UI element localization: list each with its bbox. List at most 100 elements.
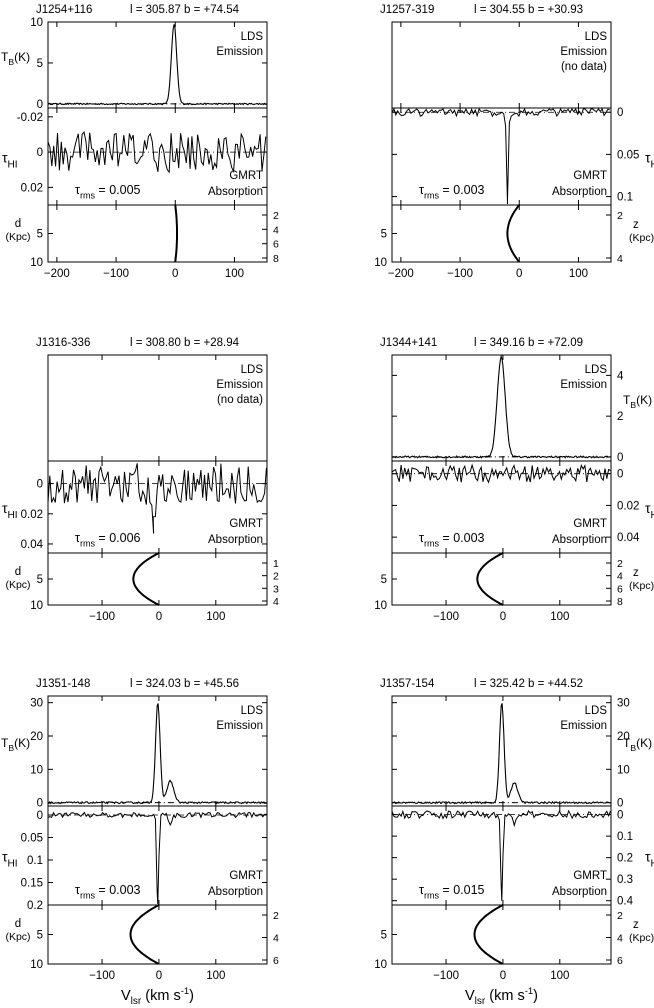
source-name: J1257-319 xyxy=(380,4,434,16)
absorption-label-2: Absorption xyxy=(552,186,607,198)
emission-label-2: Emission xyxy=(560,720,607,732)
z-tick-label: 8 xyxy=(273,253,279,265)
z-tick-label: 4 xyxy=(273,933,279,945)
y-tick-label: 5 xyxy=(37,574,43,586)
x-tick-label: 0 xyxy=(516,268,522,280)
y-tick-label: -0.02 xyxy=(17,112,43,124)
z-tick-label: 4 xyxy=(617,253,623,265)
z-axis-label: z xyxy=(633,219,639,231)
x-tick-label: −100 xyxy=(433,970,459,982)
y-tick-label: 4 xyxy=(617,370,624,382)
emission-label-1: LDS xyxy=(241,705,264,717)
emission-ylabel: TB(K) xyxy=(623,736,652,753)
x-tick-label: −100 xyxy=(103,268,129,280)
y-tick-label: 0 xyxy=(37,798,43,810)
galactic-coords: l = 349.16 b = +72.09 xyxy=(474,337,583,349)
absorption-spectrum xyxy=(391,107,610,205)
y-tick-label: 2 xyxy=(617,411,623,423)
emission-ylabel: TB(K) xyxy=(623,393,652,410)
source-name: J1357-154 xyxy=(380,678,435,690)
x-tick-label: −100 xyxy=(89,970,115,982)
y-tick-label: 5 xyxy=(37,58,43,70)
y-tick-label: 30 xyxy=(30,698,43,710)
z-tick-label: 6 xyxy=(617,583,623,595)
absorption-spectrum xyxy=(47,811,267,905)
z-axis-units: (Kpc) xyxy=(629,232,654,244)
absorption-label-1: GMRT xyxy=(229,518,263,530)
source-name: J1351-148 xyxy=(36,678,90,690)
y-tick-label: 0.15 xyxy=(21,878,43,890)
y-tick-label: 0 xyxy=(37,810,43,822)
x-tick-label: 100 xyxy=(206,970,225,982)
tau-rms-label: τrms = 0.015 xyxy=(419,883,485,900)
emission-label-1: LDS xyxy=(241,364,264,376)
distance-frame xyxy=(47,904,268,965)
y-tick-label: 0 xyxy=(37,479,43,491)
x-tick-label: −100 xyxy=(433,611,459,623)
x-tick-label: 100 xyxy=(550,611,569,623)
y-tick-label: 0.2 xyxy=(617,853,633,865)
emission-frame xyxy=(391,695,612,807)
emission-label-1: LDS xyxy=(585,705,608,717)
emission-frame xyxy=(47,695,268,807)
y-tick-label: 10 xyxy=(30,764,43,776)
spectrum-panel-J1344+141: J1344+141 l = 349.16 b = +72.09−100 0 10002… xyxy=(374,337,654,623)
y-tick-label: 0 xyxy=(617,798,623,810)
absorption-spectrum xyxy=(391,809,611,901)
x-tick-label: 0 xyxy=(172,268,178,280)
y-tick-label: 0 xyxy=(617,810,623,822)
x-tick-label: 0 xyxy=(156,611,162,623)
z-tick-label: 2 xyxy=(617,558,623,570)
distance-curve xyxy=(174,204,178,263)
galactic-coords: l = 308.80 b = +28.94 xyxy=(130,337,240,349)
z-tick-label: 4 xyxy=(617,571,623,583)
z-tick-label: 2 xyxy=(273,210,279,222)
spectrum-panel-J1357-154: J1357-154 l = 325.42 b = +44.52−100 0 10001… xyxy=(374,678,654,982)
z-axis-label: z xyxy=(633,567,639,579)
emission-label-1: LDS xyxy=(585,364,608,376)
x-tick-label: 100 xyxy=(206,611,225,623)
distance-curve xyxy=(132,552,160,606)
absorption-label-2: Absorption xyxy=(208,186,263,198)
distance-curve xyxy=(476,552,504,606)
z-tick-label: 3 xyxy=(273,583,279,595)
y-tick-label: 5 xyxy=(37,930,43,942)
y-tick-label: 0.02 xyxy=(21,182,43,194)
absorption-ylabel: τHI xyxy=(645,849,654,870)
x-tick-label: −100 xyxy=(447,268,473,280)
y-tick-label: 10 xyxy=(30,600,43,612)
y-tick-label: 0.3 xyxy=(617,874,633,886)
y-tick-label: 30 xyxy=(617,698,630,710)
z-axis-label: z xyxy=(633,919,639,931)
spectrum-panel-J1254+116: J1254+116 l = 305.87 b = +74.54 −200 −100 0 1… xyxy=(1,4,279,280)
z-tick-label: 6 xyxy=(273,239,279,251)
y-tick-label: 20 xyxy=(617,731,630,743)
y-tick-label: 10 xyxy=(30,959,43,971)
emission-frame xyxy=(47,354,268,462)
absorption-ylabel: τHI xyxy=(645,500,654,521)
emission-label-2: Emission xyxy=(216,720,263,732)
tau-rms-label: τrms = 0.006 xyxy=(75,531,141,548)
z-tick-label: 8 xyxy=(617,596,623,608)
distance-curve xyxy=(506,204,521,263)
y-tick-label: 5 xyxy=(381,574,387,586)
y-tick-label: 0.4 xyxy=(617,896,634,908)
absorption-label-1: GMRT xyxy=(573,170,607,182)
x-tick-label: 100 xyxy=(569,268,588,280)
absorption-ylabel: τHI xyxy=(2,500,18,521)
z-tick-label: 2 xyxy=(617,210,623,222)
distance-curve xyxy=(129,904,160,965)
emission-label-1: LDS xyxy=(585,31,608,43)
emission-label-2: Emission xyxy=(216,379,263,391)
tau-rms-label: τrms = 0.003 xyxy=(419,531,485,548)
absorption-spectrum xyxy=(47,130,267,174)
distance-ylabel: d xyxy=(15,218,21,230)
y-tick-label: 5 xyxy=(37,229,43,241)
tau-rms-label: τrms = 0.005 xyxy=(75,183,141,200)
y-tick-label: 0 xyxy=(617,452,623,464)
galactic-coords: l = 324.03 b = +45.56 xyxy=(130,678,239,690)
spectrum-panel-J1257-319: J1257-319 l = 304.55 b = +30.93 −200 −100 0 1… xyxy=(374,4,654,280)
galactic-coords: l = 325.42 b = +44.52 xyxy=(474,678,583,690)
distance-ylabel-units: (Kpc) xyxy=(5,931,30,943)
